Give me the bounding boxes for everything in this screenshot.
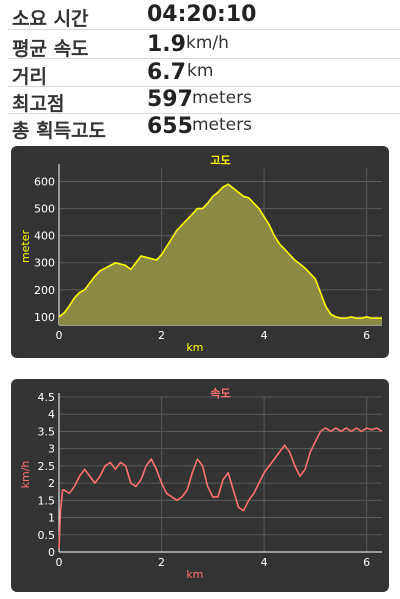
stat-row-distance: 거리 6.7 km	[0, 60, 400, 88]
stat-row-duration: 소요 시간 04:20:10	[0, 2, 400, 30]
y-tick-label: 1	[48, 512, 55, 525]
stat-divider	[8, 29, 400, 30]
x-tick-label: 0	[56, 329, 63, 342]
stat-value-total-ascent: 655	[147, 114, 193, 139]
y-tick-label: 3.5	[38, 425, 56, 438]
stat-value-max-altitude: 597	[147, 87, 193, 112]
stat-value-avg-speed: 1.9	[147, 32, 186, 57]
stat-label-distance: 거리	[12, 66, 47, 88]
chart-title: 속도	[210, 387, 230, 400]
y-tick-label: 0.5	[38, 529, 56, 542]
x-tick-label: 6	[363, 329, 370, 342]
stat-row-max-altitude: 최고점 597 meters	[0, 87, 400, 115]
stat-unit-distance: km	[187, 61, 214, 81]
stat-unit-total-ascent: meters	[192, 115, 252, 135]
stat-unit-avg-speed: km/h	[186, 33, 229, 53]
series-line	[58, 427, 383, 549]
stat-divider	[8, 86, 400, 87]
speed-chart-panel: 0 2 4 6 0 0.5 1 1.5 2 2.5 3 3.5 4 4.5 속도 km km/h	[11, 379, 389, 592]
y-tick-label: 100	[34, 311, 55, 324]
stat-label-duration: 소요 시간	[12, 8, 89, 30]
stat-unit-max-altitude: meters	[192, 88, 252, 108]
series-area-fill	[59, 184, 382, 325]
x-tick-label: 4	[261, 329, 268, 342]
x-tick-label: 2	[158, 329, 165, 342]
x-tick-label: 4	[261, 556, 268, 569]
stat-value-distance: 6.7	[147, 60, 186, 85]
y-tick-label: 4.5	[38, 391, 56, 404]
stat-label-avg-speed: 평균 속도	[12, 38, 89, 60]
stat-label-total-ascent: 총 획득고도	[12, 120, 107, 142]
y-tick-label: 4	[48, 408, 55, 421]
y-tick-label: 200	[34, 284, 55, 297]
stat-label-max-altitude: 최고점	[12, 93, 65, 115]
x-axis-label: km	[186, 341, 203, 354]
altitude-chart: 0 2 4 6 100 200 300 400 500 600 고도 km meter	[19, 154, 382, 354]
y-tick-label: 0	[48, 546, 55, 559]
stat-divider	[8, 113, 400, 114]
x-tick-label: 6	[363, 556, 370, 569]
y-tick-label: 2	[48, 477, 55, 490]
x-tick-label: 2	[158, 556, 165, 569]
y-tick-label: 400	[34, 230, 55, 243]
altitude-chart-panel: 0 2 4 6 100 200 300 400 500 600 고도 km meter	[11, 146, 389, 358]
y-tick-label: 1.5	[38, 494, 56, 507]
x-axis-label: km	[186, 568, 203, 581]
y-tick-label: 2.5	[38, 460, 56, 473]
y-tick-label: 3	[48, 443, 55, 456]
y-axis-label: km/h	[19, 461, 32, 489]
y-tick-label: 500	[34, 203, 55, 216]
x-tick-label: 0	[56, 556, 63, 569]
chart-title: 고도	[210, 154, 230, 167]
stat-divider	[8, 58, 400, 59]
speed-chart: 0 2 4 6 0 0.5 1 1.5 2 2.5 3 3.5 4 4.5 속도 km km/h	[19, 387, 383, 581]
stat-row-avg-speed: 평균 속도 1.9 km/h	[0, 32, 400, 60]
stat-row-total-ascent: 총 획득고도 655 meters	[0, 114, 400, 142]
series-line	[58, 183, 382, 320]
y-tick-label: 300	[34, 257, 55, 270]
y-tick-label: 600	[34, 176, 55, 189]
stat-value-duration: 04:20:10	[147, 2, 257, 27]
y-axis-label: meter	[19, 229, 32, 263]
